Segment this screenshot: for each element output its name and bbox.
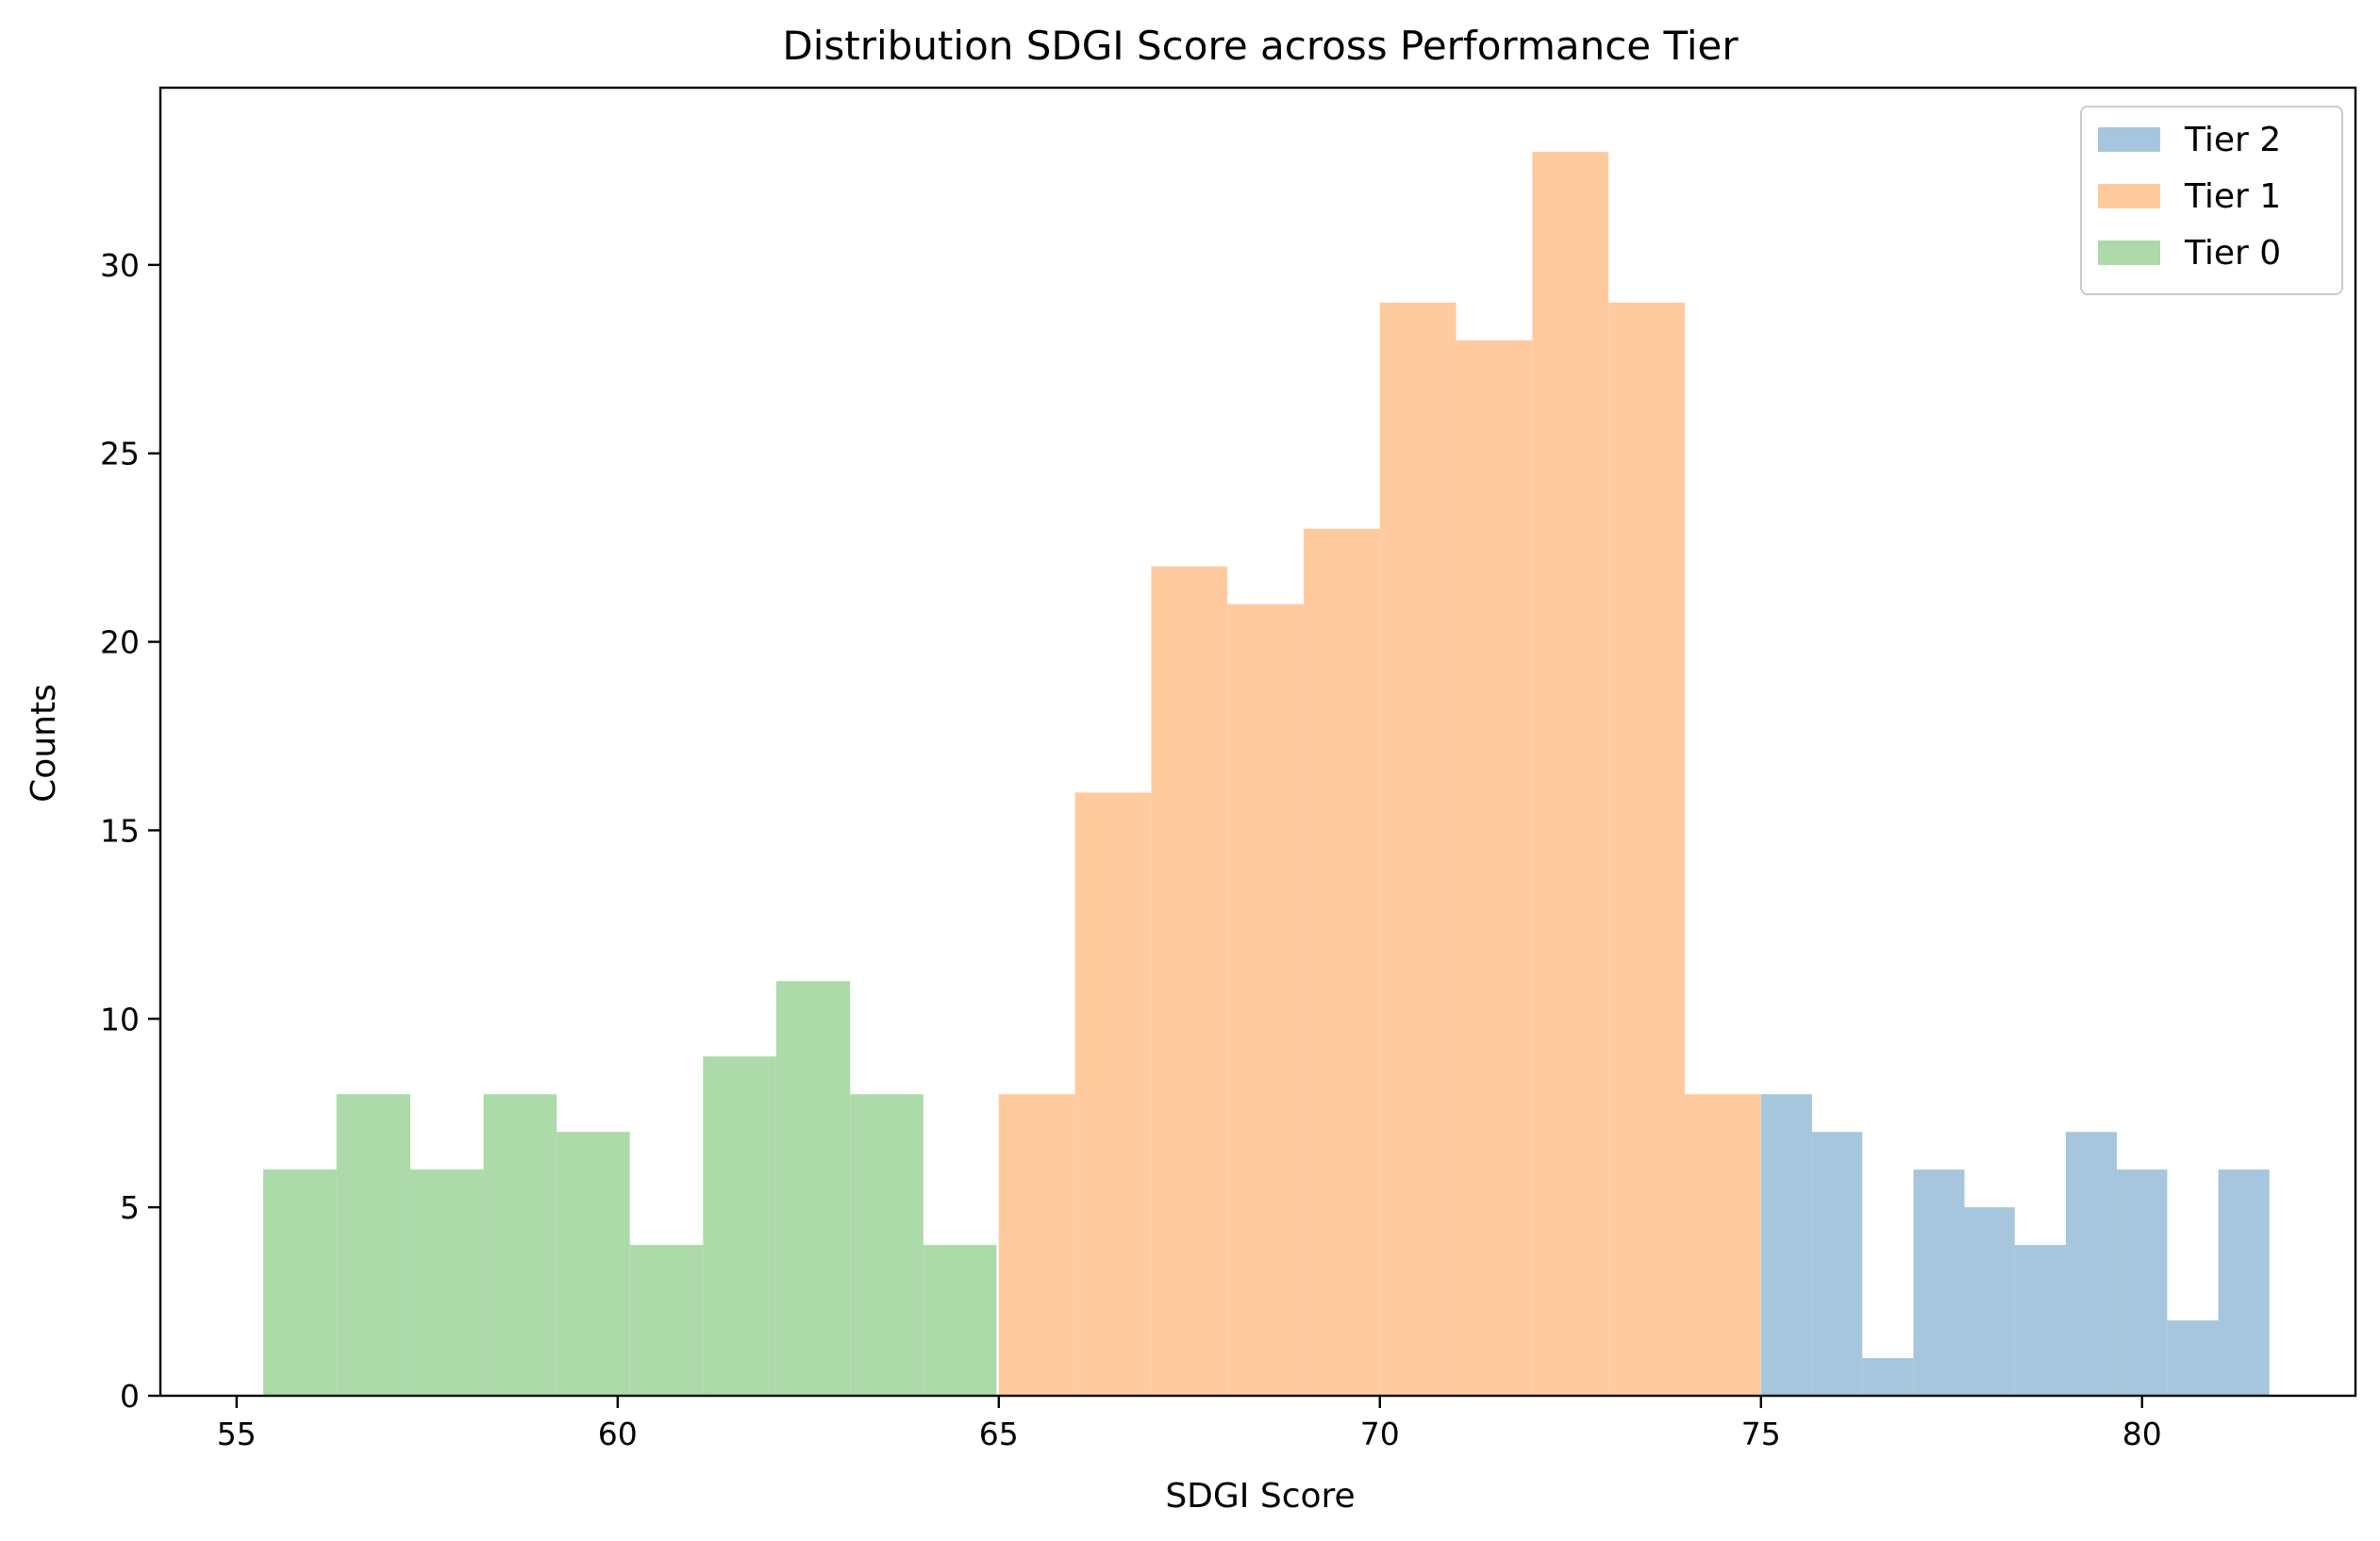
bar-tier-1 — [1608, 302, 1685, 1397]
legend-label-tier-0: Tier 0 — [2184, 234, 2281, 273]
y-tick-label: 25 — [100, 436, 140, 472]
bar-tier-1 — [1151, 566, 1228, 1396]
bar-tier-0 — [483, 1094, 558, 1396]
x-tick-label: 80 — [2122, 1416, 2162, 1452]
bar-tier-2 — [2065, 1132, 2118, 1396]
bar-tier-2 — [1811, 1132, 1863, 1396]
bar-tier-1 — [1684, 1094, 1761, 1396]
y-axis-ticks: 0 5 10 15 20 25 30 — [100, 247, 160, 1415]
bar-tier-1 — [1456, 340, 1533, 1397]
legend-swatch-tier-2 — [2098, 127, 2160, 152]
bar-tier-0 — [775, 981, 851, 1396]
bar-tier-0 — [629, 1245, 704, 1396]
bar-tier-0 — [850, 1094, 924, 1396]
bar-tier-1 — [1303, 528, 1380, 1396]
bar-tier-1 — [1227, 604, 1304, 1396]
bar-tier-1 — [1074, 792, 1152, 1396]
bar-tier-2 — [1913, 1169, 1965, 1396]
chart-title: Distribution SDGI Score across Performan… — [782, 23, 1739, 69]
x-tick-label: 55 — [217, 1416, 257, 1452]
legend-swatch-tier-0 — [2098, 240, 2160, 265]
plot-frame — [158, 86, 2357, 1398]
x-tick-label: 60 — [598, 1416, 638, 1452]
y-tick-label: 10 — [100, 1001, 140, 1037]
bar-tier-0 — [263, 1169, 337, 1396]
y-tick-label: 30 — [100, 247, 140, 284]
x-tick-label: 70 — [1360, 1416, 1400, 1452]
y-tick-label: 0 — [120, 1378, 140, 1415]
x-axis-ticks: 55 60 65 70 75 80 — [217, 1396, 2162, 1452]
bar-tier-2 — [2117, 1169, 2168, 1396]
bar-tier-0 — [557, 1132, 630, 1396]
bar-tier-2 — [1964, 1207, 2015, 1396]
legend-swatch-tier-1 — [2098, 184, 2160, 208]
y-tick-label: 20 — [100, 624, 140, 661]
y-tick-label: 15 — [100, 812, 140, 849]
bar-tier-2 — [1862, 1358, 1914, 1396]
y-axis-label: Counts — [25, 684, 63, 803]
bar-tier-0 — [703, 1056, 776, 1396]
bar-tier-0 — [410, 1169, 484, 1396]
histogram-bars — [263, 151, 2270, 1397]
x-tick-label: 75 — [1741, 1416, 1781, 1452]
y-tick-label: 5 — [120, 1189, 140, 1226]
legend-label-tier-2: Tier 2 — [2184, 121, 2281, 159]
legend: Tier 2 Tier 1 Tier 0 — [2080, 106, 2343, 295]
bar-tier-0 — [336, 1094, 411, 1396]
bar-tier-2 — [1760, 1094, 1812, 1396]
bar-tier-2 — [2167, 1320, 2219, 1396]
bar-tier-1 — [998, 1094, 1075, 1396]
bar-tier-0 — [923, 1245, 997, 1396]
bar-tier-2 — [2218, 1169, 2270, 1396]
x-axis-label: SDGI Score — [1165, 1477, 1355, 1516]
legend-label-tier-1: Tier 1 — [2184, 177, 2281, 216]
x-tick-label: 65 — [979, 1416, 1019, 1452]
bar-tier-2 — [2014, 1245, 2066, 1396]
bar-tier-1 — [1532, 151, 1609, 1396]
bar-tier-1 — [1379, 302, 1456, 1397]
